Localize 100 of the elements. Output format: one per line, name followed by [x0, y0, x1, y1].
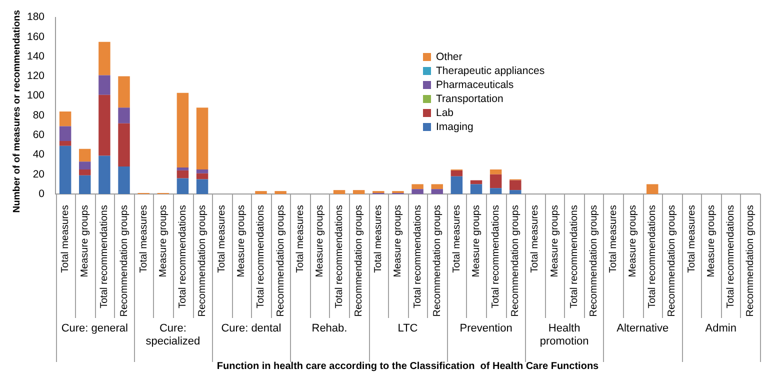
x-tick-label: Total measures: [60, 205, 72, 273]
text: Health promotion: [540, 322, 589, 348]
bar: [59, 112, 72, 126]
x-tick-label: Measure groups: [471, 205, 482, 278]
legend-label: Pharmaceuticals: [436, 78, 514, 92]
bar: [352, 190, 365, 194]
legend-label: Lab: [436, 106, 454, 120]
x-tick-label: Total measures: [138, 205, 150, 273]
bar: [196, 169, 208, 174]
x-tick-label: Measure groups: [314, 205, 326, 278]
x-tick-label: Total recommendations: [725, 205, 736, 308]
bar: [59, 126, 72, 141]
text: Cure: dental: [221, 322, 282, 335]
x-tick-label: Recommendation groups: [354, 205, 365, 317]
x-tick-label: Recommendation groups: [666, 205, 678, 317]
bar: [490, 188, 502, 194]
x-tick-label: Measure groups: [80, 205, 91, 278]
x-tick-label: Total measures: [373, 205, 384, 273]
x-tick-label: Total recommendations: [647, 205, 658, 308]
bar: [450, 176, 463, 194]
x-tick-label: Measure groups: [236, 205, 248, 278]
x-tick-label: Recommendation groups: [510, 205, 522, 317]
bar: [510, 180, 522, 190]
y-tick-label: 160: [26, 30, 45, 43]
x-tick-label: Measure groups: [549, 205, 560, 278]
bar: [98, 75, 110, 95]
bar: [118, 166, 130, 194]
x-tick-label: Measure groups: [706, 205, 717, 278]
text: Cure: general: [61, 322, 128, 335]
bar: [59, 140, 72, 146]
x-tick-label: Recommendation groups: [197, 205, 208, 317]
x-tick-label: Total recommendations: [568, 205, 580, 308]
bar: [59, 146, 72, 194]
bar: [255, 191, 267, 194]
y-tick-label: 0: [38, 188, 45, 200]
x-tick-label: Total recommendations: [177, 205, 188, 308]
x-tick-label: Recommendation groups: [118, 205, 130, 317]
bar: [510, 190, 522, 194]
y-tick-label: 20: [32, 168, 45, 180]
bar: [431, 184, 443, 190]
bar: [196, 173, 208, 180]
y-tick-label: 140: [26, 50, 45, 62]
bar: [450, 170, 463, 176]
bar: [333, 190, 346, 194]
y-axis-title: Number of of measures or recommendations: [12, 10, 23, 213]
y-tick-label: 60: [32, 128, 45, 141]
y-tick-label: 40: [32, 148, 45, 161]
y-tick-label: 100: [26, 90, 45, 102]
legend-label: Imaging: [436, 120, 474, 134]
bar: [79, 175, 91, 194]
x-tick-label: Total measures: [608, 205, 619, 273]
legend-label: Other: [436, 50, 462, 64]
bar: [470, 184, 482, 194]
bar: [79, 169, 91, 176]
bar: [79, 162, 91, 170]
bar: [412, 189, 424, 194]
bar: [490, 174, 502, 188]
bar: [118, 123, 130, 167]
x-tick-label: Recommendation groups: [744, 205, 756, 317]
bar: [412, 184, 424, 190]
text: Admin: [705, 322, 736, 335]
text: LTC: [398, 322, 418, 335]
x-tick-label: Total measures: [294, 205, 306, 273]
x-axis-title: Function in health care according to the Classification of Health Care Functions: [216, 360, 600, 372]
text: Prevention: [460, 322, 512, 335]
bar: [431, 189, 443, 194]
x-tick-label: Total measures: [530, 205, 541, 273]
text: Alternative: [616, 322, 669, 335]
text: Rehab.: [312, 322, 348, 335]
x-tick-label: Total recommendations: [490, 205, 502, 308]
legend-label: Therapeutic appliances: [436, 64, 545, 78]
x-tick-label: Measure groups: [158, 205, 169, 278]
x-tick-label: Total recommendations: [99, 205, 110, 308]
y-tick-label: 120: [26, 70, 45, 82]
bar: [118, 108, 130, 124]
bar: [176, 178, 189, 194]
x-tick-label: Recommendation groups: [588, 205, 600, 317]
x-tick-label: Recommendation groups: [275, 205, 286, 317]
x-tick-label: Total recommendations: [334, 205, 346, 308]
bar: [176, 92, 189, 168]
x-tick-label: Total measures: [686, 205, 698, 273]
x-tick-label: Measure groups: [628, 205, 639, 278]
y-tick-label: 80: [32, 109, 45, 122]
bar: [196, 179, 208, 194]
x-tick-label: Total recommendations: [256, 205, 267, 308]
bar: [176, 170, 189, 178]
bar: [196, 108, 208, 170]
bar: [98, 42, 110, 76]
x-tick-label: Measure groups: [392, 205, 404, 278]
bar: [98, 156, 110, 194]
bar: [79, 148, 91, 162]
bar: [176, 167, 189, 170]
text: Cure: specialized: [146, 322, 200, 348]
legend-label: Transportation: [436, 92, 504, 106]
bar: [646, 184, 658, 194]
x-tick-label: Total measures: [216, 205, 228, 273]
x-tick-label: Total recommendations: [412, 205, 424, 308]
x-tick-label: Total measures: [451, 205, 462, 273]
bar: [490, 169, 502, 174]
bar: [98, 94, 110, 156]
